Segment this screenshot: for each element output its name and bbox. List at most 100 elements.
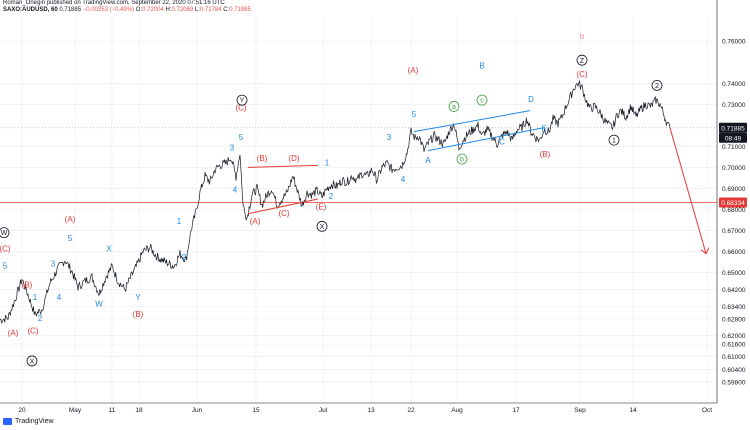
close-value: 0.71885	[229, 7, 251, 13]
circled-wave-label: 2	[655, 83, 659, 90]
wave-circle-icon	[456, 153, 468, 165]
wave-circle-icon	[608, 134, 620, 146]
wave-label: Y	[135, 293, 141, 302]
footer-brand[interactable]: TradingView	[3, 418, 54, 425]
x-tick-label: Sep	[574, 407, 586, 414]
y-tick-label: 0.68000	[722, 207, 746, 214]
trend-line	[247, 198, 319, 215]
circled-wave-label: c	[480, 98, 484, 105]
wave-circle-icon	[236, 94, 248, 106]
wave-label: 4	[401, 175, 406, 184]
wave-label: (A)	[408, 66, 419, 75]
wave-label: 1	[33, 293, 38, 302]
circled-wave-label: 1	[612, 138, 616, 145]
wave-label: B	[479, 62, 484, 71]
wave-label: (C)	[576, 70, 587, 79]
wave-label: 3	[51, 259, 56, 268]
countdown-badge: 08:49	[725, 135, 742, 142]
y-tick-label: 0.63400	[722, 304, 746, 311]
y-tick-label: 0.66000	[722, 249, 746, 256]
wave-label: 5	[412, 110, 417, 119]
trend-line	[247, 164, 319, 168]
trend-line	[413, 110, 531, 133]
wave-label: (C)	[235, 104, 246, 113]
countdown-badge-bg	[719, 132, 747, 143]
wave-label: 2	[182, 253, 187, 262]
symbol-label: SAXO:AUDUSD, 60	[3, 7, 58, 13]
open-value: 0.72004	[142, 7, 164, 13]
current-price-badge: 0.71885	[721, 125, 745, 132]
projection-arrow-line	[669, 127, 707, 254]
wave-label: (E)	[316, 203, 327, 212]
wave-circle-icon	[651, 80, 663, 91]
wave-label: 5	[239, 133, 244, 142]
last-price: 0.71885	[59, 7, 82, 13]
current-price-badge-bg	[719, 122, 747, 133]
x-tick-label: 20	[18, 407, 26, 414]
high-value: 0.72069	[171, 7, 194, 13]
wave-label: (A)	[250, 217, 261, 226]
low-label: L:	[194, 7, 200, 13]
wave-label: b	[580, 32, 585, 41]
y-tick-label: 0.76000	[722, 39, 746, 46]
trend-line	[427, 126, 546, 152]
open-label: O:	[135, 7, 143, 13]
y-tick-label: 0.67000	[722, 228, 746, 235]
y-tick-label: 0.69000	[722, 186, 746, 193]
y-tick-label: 0.61600	[722, 342, 746, 349]
circled-wave-label: a	[452, 104, 456, 111]
wave-label: W	[95, 299, 103, 308]
wave-label: X	[106, 245, 112, 254]
close-label: C:	[223, 7, 230, 13]
wave-label: (C)	[0, 245, 11, 254]
wave-label: E	[541, 125, 546, 134]
wave-label: (C)	[27, 327, 38, 336]
x-tick-label: 22	[407, 407, 415, 414]
wave-label: (A)	[65, 215, 76, 224]
y-tick-label: 0.60400	[722, 367, 746, 374]
y-tick-label: 0.74000	[722, 81, 746, 88]
y-tick-label: 0.59800	[722, 379, 746, 386]
x-tick-label: 17	[512, 407, 520, 414]
x-tick-label: 11	[109, 407, 116, 414]
wave-label: 4	[233, 186, 238, 195]
y-tick-label: 0.70000	[722, 165, 746, 172]
y-tick-label: 0.62800	[722, 316, 746, 323]
circled-wave-label: W	[1, 230, 8, 237]
price-series-line	[0, 79, 671, 324]
x-tick-label: May	[69, 407, 82, 414]
wave-label: 1	[325, 158, 330, 167]
price-change: −0.00353 (−0.49%)	[82, 7, 135, 13]
wave-label: 2	[329, 192, 334, 201]
x-tick-label: Oct	[702, 407, 712, 414]
circled-wave-label: b	[460, 157, 464, 164]
circled-wave-label: Y	[240, 98, 245, 105]
y-tick-label: 0.71000	[722, 144, 746, 151]
wave-circle-icon	[316, 220, 328, 232]
wave-label: 1	[177, 217, 182, 226]
x-tick-label: 15	[252, 407, 260, 414]
wave-circle-icon	[0, 227, 10, 239]
brand-label: TradingView	[15, 418, 54, 425]
wave-label: D	[528, 95, 534, 104]
y-tick-label: 0.65000	[722, 270, 746, 277]
wave-circle-icon	[476, 94, 488, 106]
circled-wave-label: X	[30, 359, 35, 366]
low-value: 0.71784	[199, 7, 222, 13]
x-tick-label: 18	[135, 407, 143, 414]
publisher-line: Roman_Onegin published on TradingView.co…	[3, 0, 225, 6]
wave-label: A	[425, 156, 431, 165]
wave-label: (D)	[288, 154, 299, 163]
wave-circle-icon	[448, 101, 460, 112]
wave-label: (A)	[8, 329, 19, 338]
wave-label: (B)	[257, 154, 268, 163]
wave-label: (B)	[540, 150, 551, 159]
wave-label: (B)	[22, 280, 33, 289]
wave-label: (C)	[278, 209, 289, 218]
level-price-badge: 0.68334	[721, 200, 745, 207]
circled-wave-label: X	[320, 224, 325, 231]
projection-arrow-head-icon	[700, 247, 710, 255]
high-label: H:	[165, 7, 172, 13]
wave-label: 3	[230, 144, 235, 153]
